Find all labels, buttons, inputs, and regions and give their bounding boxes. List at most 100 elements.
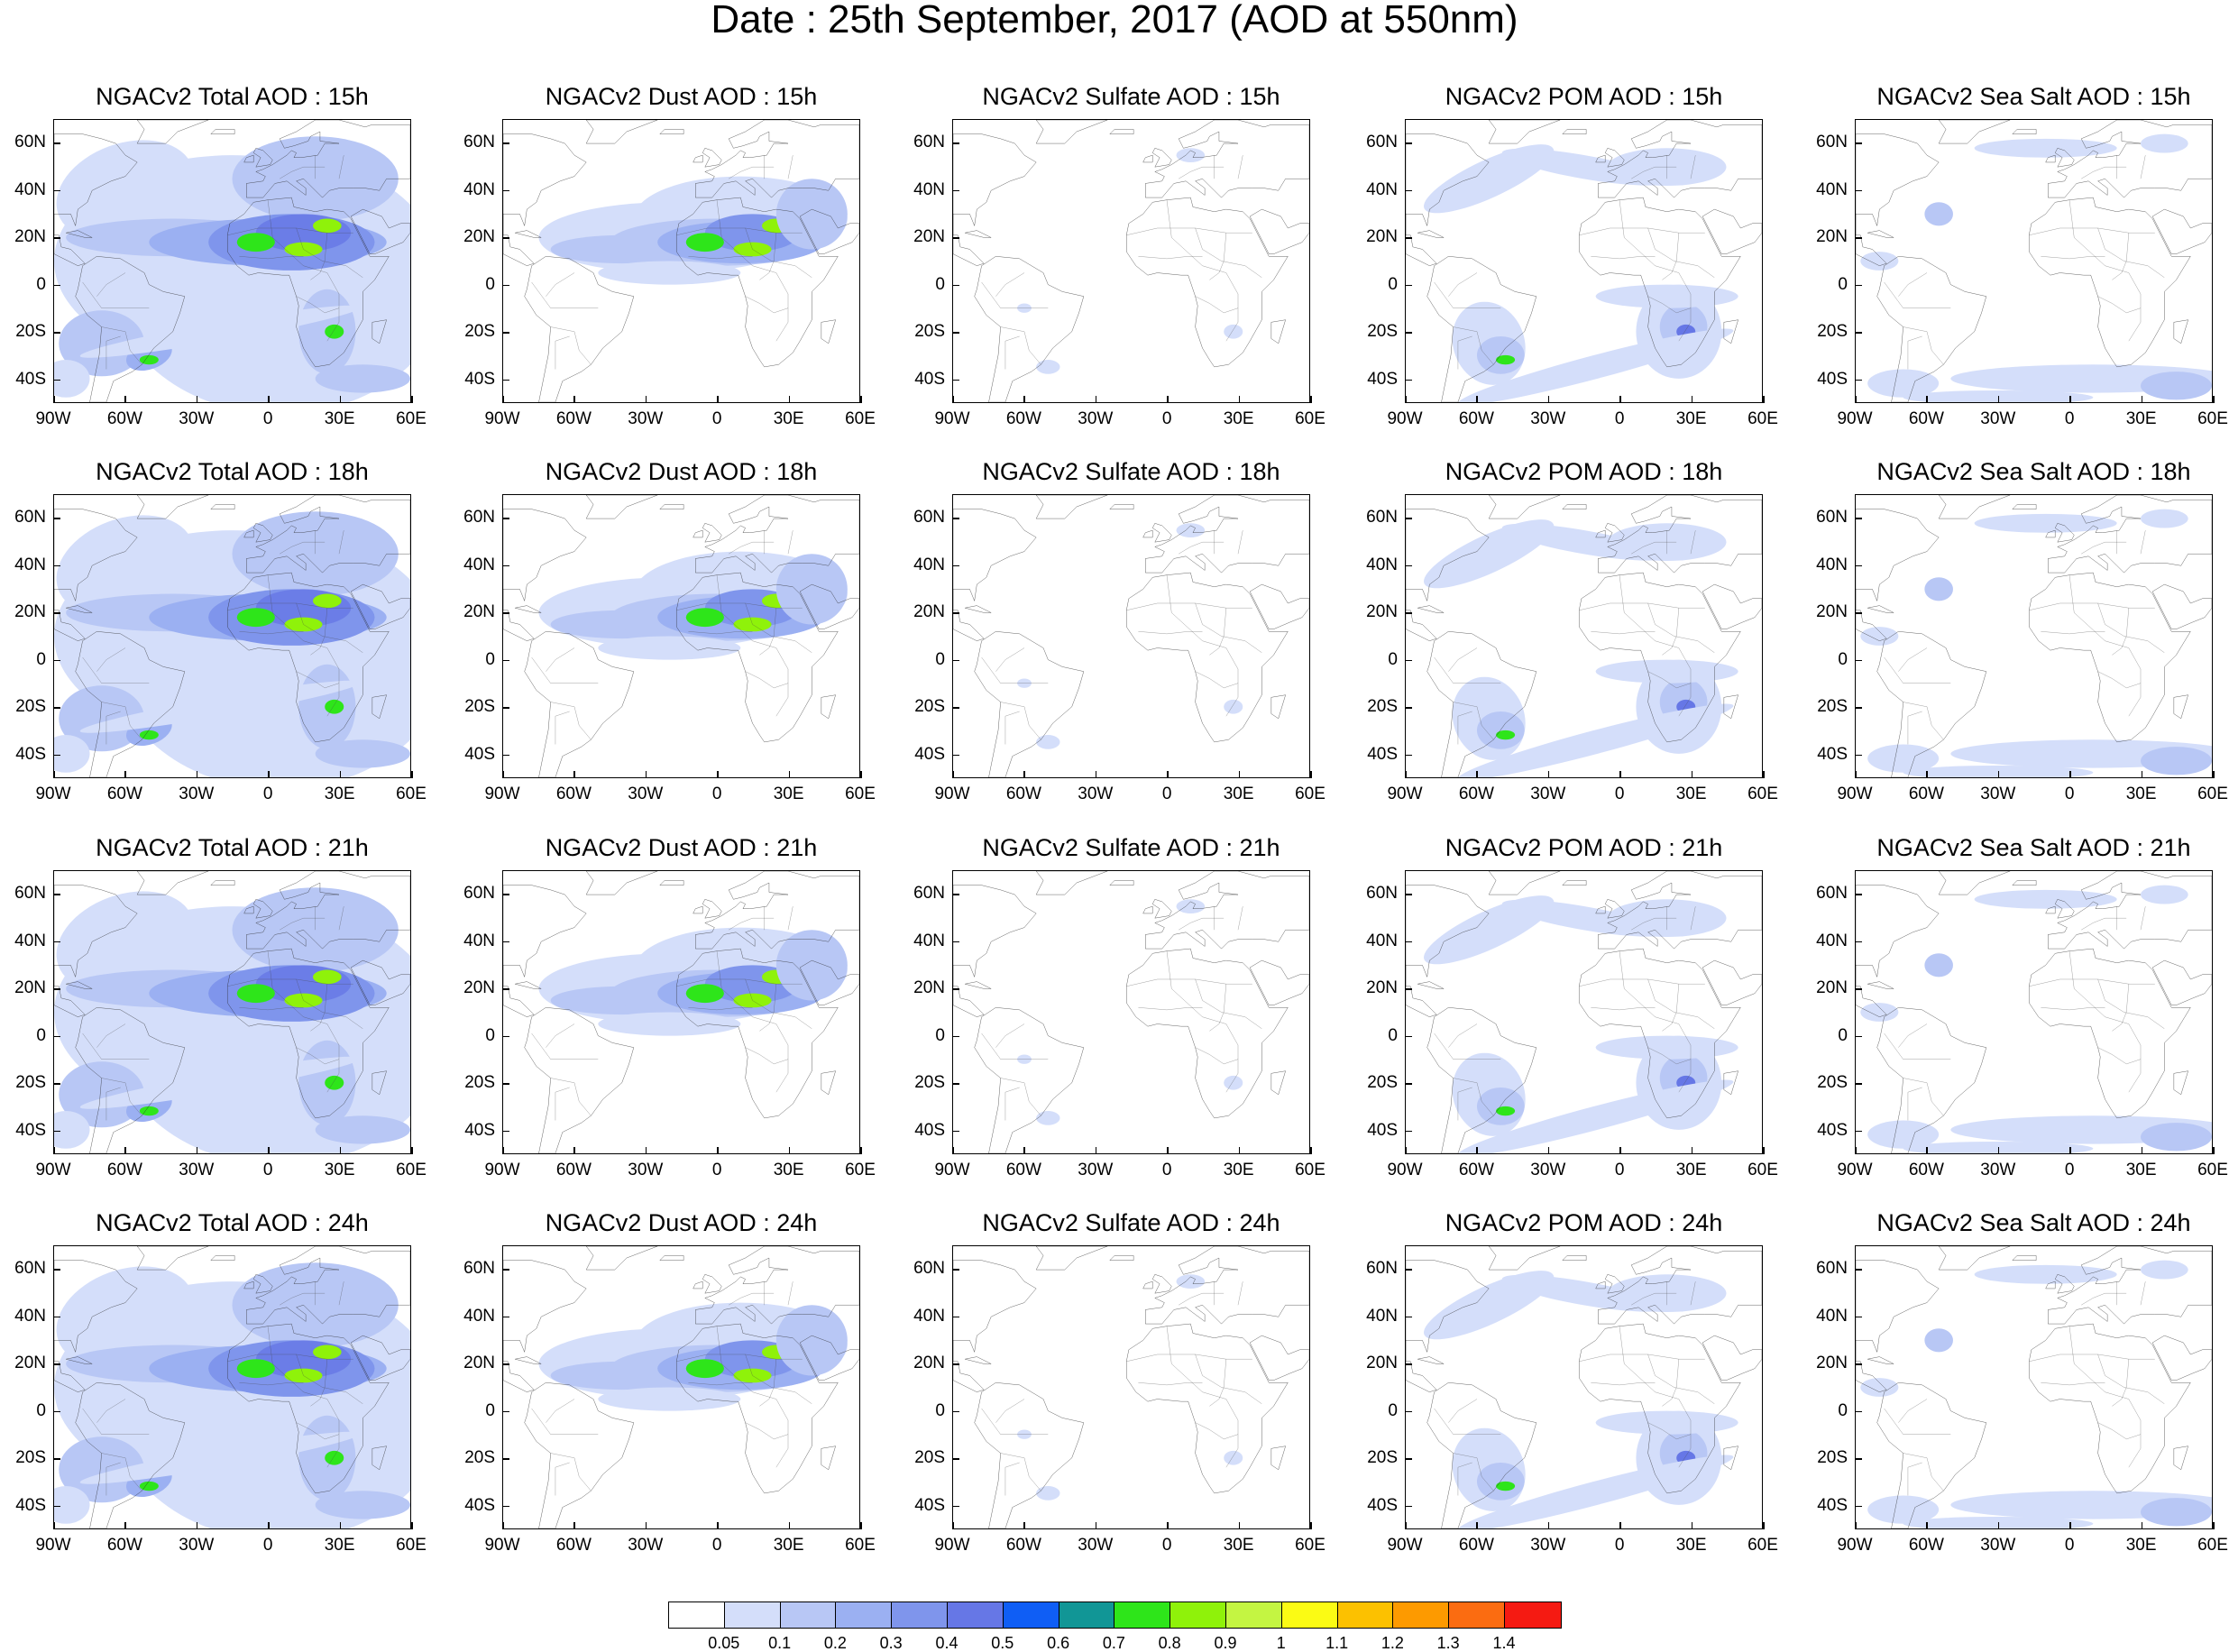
- coastline: [1877, 631, 1986, 777]
- country-border: [1196, 672, 1238, 688]
- latitude-tick: [952, 564, 959, 567]
- country-border: [297, 1048, 339, 1064]
- coastline: [1867, 982, 1894, 989]
- country-border: [96, 648, 125, 672]
- latitude-tick: [502, 659, 509, 662]
- latitude-tick: [502, 1505, 509, 1508]
- country-border: [1691, 906, 1695, 930]
- coastline: [702, 899, 721, 918]
- coastline: [515, 606, 541, 613]
- longitude-tick: [268, 771, 270, 778]
- latitude-label: 60N: [1816, 508, 1848, 528]
- latitude-tick: [952, 1316, 959, 1318]
- coastline: [1406, 886, 1489, 1017]
- panel-title: NGACv2 Dust AOD : 18h: [545, 458, 818, 485]
- country-border: [1005, 336, 1020, 370]
- aod-region: [685, 608, 724, 628]
- country-border: [532, 1033, 599, 1060]
- country-border: [310, 984, 326, 1031]
- longitude-label: 0: [1614, 1161, 1625, 1179]
- coastline: [1596, 155, 1606, 162]
- country-border: [2112, 608, 2128, 655]
- colorbar-swatch: [724, 1602, 781, 1628]
- coastline: [975, 256, 1084, 402]
- latitude-label: 60N: [1366, 1259, 1398, 1279]
- longitude-tick: [1023, 1147, 1025, 1154]
- longitude-label: 60W: [1908, 409, 1944, 428]
- panel-title: NGACv2 Sulfate AOD : 24h: [982, 1209, 1280, 1236]
- longitude-label: 30W: [628, 785, 664, 803]
- country-border: [1903, 327, 1944, 365]
- longitude-tick: [1095, 1522, 1097, 1529]
- aod-region: [59, 310, 145, 377]
- coastline: [2046, 906, 2056, 913]
- country-border: [1903, 702, 1944, 740]
- country-border: [759, 233, 775, 280]
- country-border: [1454, 702, 1494, 740]
- latitude-label: 0: [36, 1400, 46, 1420]
- longitude-label: 0: [711, 409, 722, 428]
- coastline: [2055, 148, 2074, 167]
- longitude-label: 30E: [773, 409, 804, 428]
- longitude-tick: [1095, 771, 1097, 778]
- aod-region: [1176, 523, 1206, 537]
- aod-region: [1036, 1111, 1060, 1125]
- country-border: [227, 979, 353, 987]
- country-border: [1579, 228, 1705, 235]
- longitude-label: 30W: [1530, 1161, 1566, 1179]
- longitude-label: 0: [262, 1161, 273, 1179]
- latitude-tick: [53, 518, 60, 519]
- latitude-tick: [1405, 1505, 1412, 1508]
- coastlines: [1406, 495, 1762, 777]
- panel-title: NGACv2 Sulfate AOD : 21h: [982, 834, 1280, 861]
- country-border: [1648, 1354, 1715, 1404]
- latitude-label: 20S: [1817, 322, 1848, 342]
- coastline: [586, 1246, 657, 1270]
- aod-field: [54, 1262, 410, 1528]
- country-border: [555, 711, 570, 745]
- latitude-tick: [1405, 894, 1412, 895]
- latitude-label: 40S: [15, 744, 46, 764]
- longitude-tick: [1310, 396, 1312, 403]
- latitude-tick: [502, 284, 509, 287]
- seasalt-aod-map: [1856, 871, 2212, 1153]
- coastlines: [953, 495, 1309, 777]
- country-border: [717, 1326, 788, 1468]
- coastline: [1856, 509, 1939, 641]
- latitude-label: 0: [935, 649, 945, 669]
- coastline: [1036, 1246, 1107, 1270]
- latitude-label: 0: [1388, 649, 1398, 669]
- longitude-tick: [268, 1522, 270, 1529]
- country-border: [2112, 233, 2128, 280]
- country-border: [1579, 603, 1705, 610]
- coastline: [1271, 695, 1286, 719]
- coastlines: [1856, 1246, 2212, 1528]
- longitude-label: 60W: [555, 785, 592, 803]
- longitude-tick: [196, 771, 198, 778]
- coastline: [1579, 573, 1740, 742]
- latitude-label: 0: [36, 1025, 46, 1045]
- longitude-tick: [1855, 771, 1857, 778]
- country-border: [1591, 1382, 1655, 1385]
- country-border: [1591, 256, 1655, 259]
- country-border: [2081, 1293, 2126, 1305]
- country-border: [729, 167, 774, 179]
- coastline: [693, 155, 703, 162]
- coastline: [953, 134, 1036, 266]
- latitude-tick: [1405, 707, 1412, 709]
- latitude-tick: [502, 941, 509, 943]
- coastline: [1856, 886, 1939, 1017]
- latitude-tick: [1855, 1035, 1862, 1038]
- country-border: [688, 256, 752, 259]
- aod-region: [1496, 730, 1516, 740]
- panel-title: NGACv2 Total AOD : 18h: [96, 458, 369, 485]
- latitude-label: 20S: [1367, 1448, 1398, 1468]
- longitude-tick: [411, 396, 413, 403]
- country-border: [759, 984, 775, 1031]
- latitude-label: 20N: [14, 1354, 46, 1373]
- longitude-label: 60W: [1908, 1161, 1944, 1179]
- longitude-label: 0: [1614, 785, 1625, 803]
- longitude-label: 90W: [1387, 1536, 1423, 1555]
- country-border: [746, 297, 788, 313]
- latitude-label: 0: [485, 1400, 495, 1420]
